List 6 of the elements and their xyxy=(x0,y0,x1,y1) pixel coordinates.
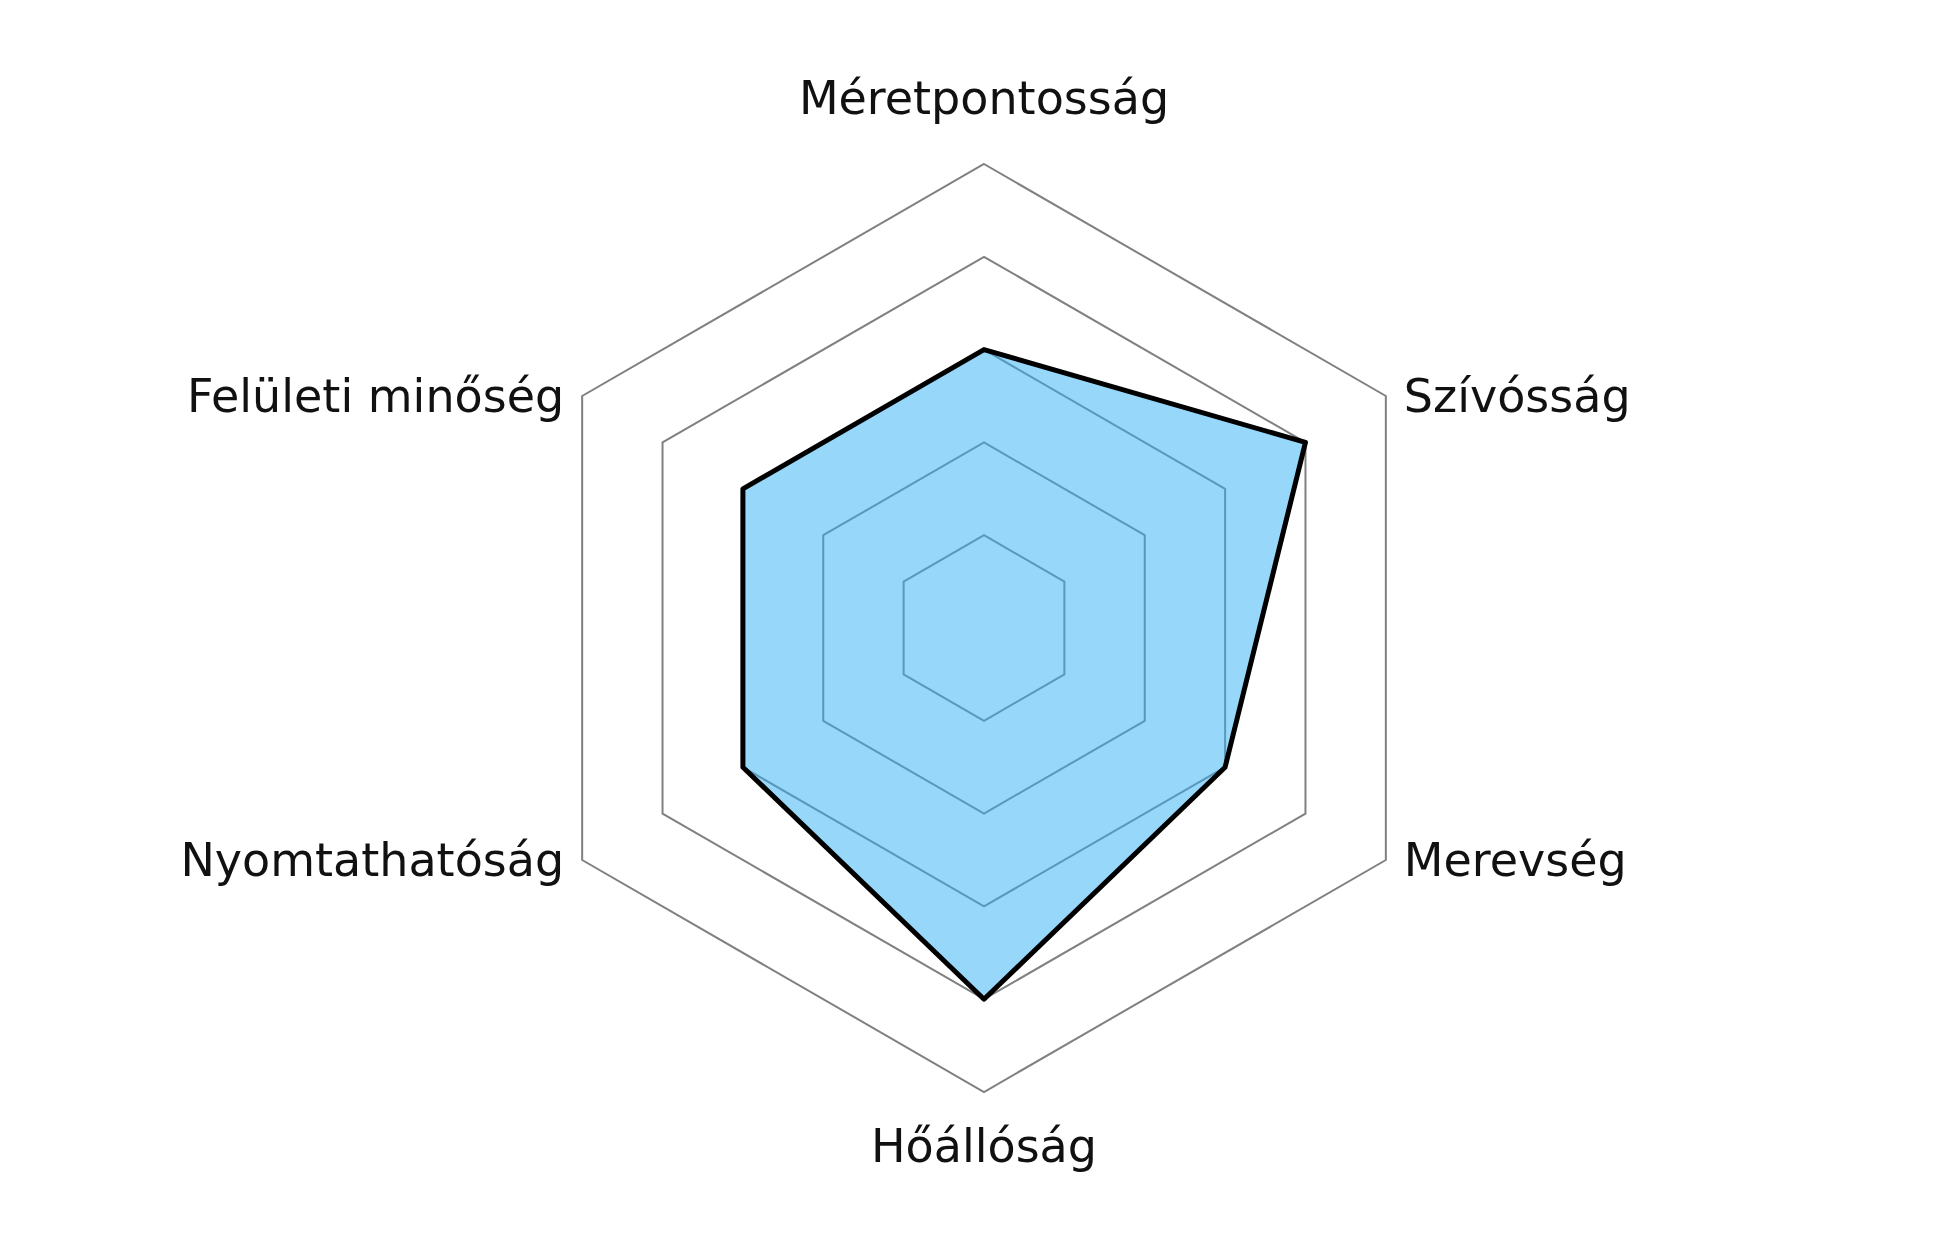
spoke-label: Szívósság xyxy=(1403,369,1631,423)
spoke-label: Méretpontosság xyxy=(798,71,1170,125)
spoke-label: Merevség xyxy=(1403,833,1627,887)
spoke-label: Felületi minőség xyxy=(187,369,565,423)
spoke-label: Hőállóság xyxy=(871,1119,1097,1173)
spoke-label: Nyomtathatóság xyxy=(180,833,565,887)
